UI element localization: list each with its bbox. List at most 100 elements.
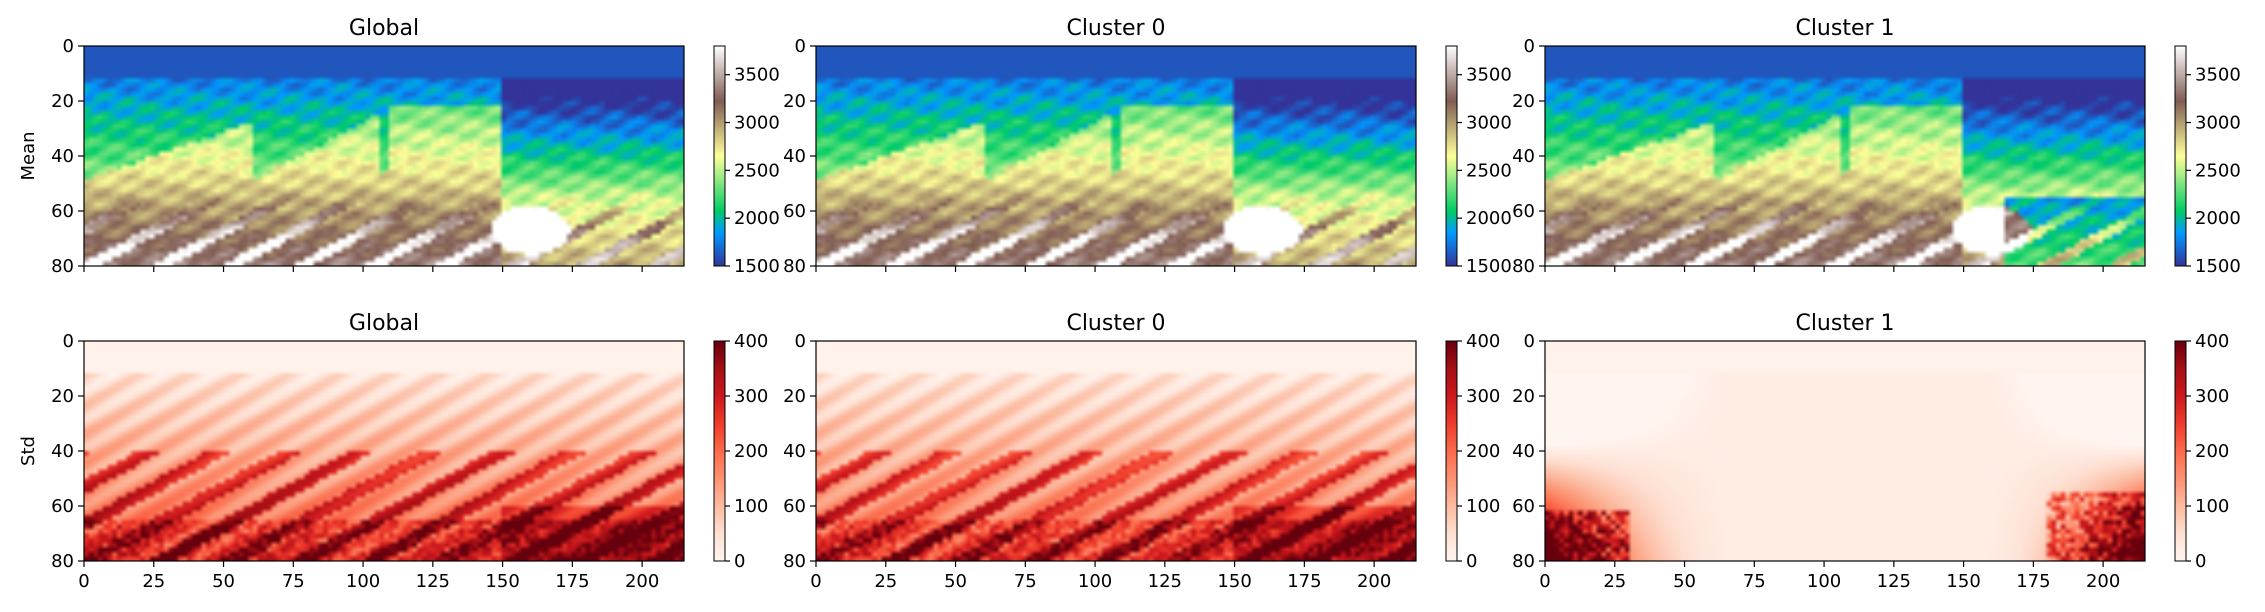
colorbar-tick-label: 100 <box>734 496 768 517</box>
colorbar-tick-label: 3500 <box>734 65 780 86</box>
y-tick-label: 20 <box>51 91 74 112</box>
x-tick-label: 125 <box>1877 571 1911 592</box>
colorbar-tick-label: 3500 <box>1466 65 1512 86</box>
heatmap-image <box>1545 341 2145 561</box>
colorbar-tick-label: 300 <box>734 386 768 407</box>
y-tick-label: 0 <box>63 331 74 352</box>
y-tick-label: 40 <box>783 146 806 167</box>
y-tick-label: 0 <box>1524 331 1535 352</box>
y-tick-label: 20 <box>783 386 806 407</box>
colorbar-tick-label: 0 <box>2195 551 2206 572</box>
y-tick-label: 60 <box>1512 496 1535 517</box>
colorbar-tick-label: 200 <box>1466 441 1500 462</box>
y-tick-label: 40 <box>1512 146 1535 167</box>
y-tick-label: 40 <box>51 441 74 462</box>
colorbar-tick-label: 3000 <box>2195 113 2241 134</box>
colorbar-tick-label: 2500 <box>734 160 780 181</box>
x-tick-label: 200 <box>1357 571 1391 592</box>
y-tick-label: 40 <box>783 441 806 462</box>
x-tick-label: 0 <box>810 571 821 592</box>
colorbar-tick-label: 200 <box>734 441 768 462</box>
colorbar-tick-label: 2500 <box>1466 160 1512 181</box>
y-tick-label: 80 <box>1512 551 1535 572</box>
colorbar-tick-label: 400 <box>2195 331 2229 352</box>
heatmap-image <box>84 46 684 266</box>
subplot-title: Cluster 0 <box>1066 311 1165 336</box>
colorbar-tick-label: 100 <box>1466 496 1500 517</box>
x-tick-label: 50 <box>944 571 967 592</box>
subplot-title: Cluster 1 <box>1795 16 1894 41</box>
y-tick-label: 0 <box>1524 36 1535 57</box>
x-tick-label: 200 <box>2086 571 2120 592</box>
colorbar-tick-label: 2000 <box>2195 208 2241 229</box>
colorbar-tick-label: 300 <box>1466 386 1500 407</box>
x-tick-label: 0 <box>1539 571 1550 592</box>
y-axis-label: Mean <box>18 131 39 180</box>
colorbar-tick-label: 3000 <box>734 113 780 134</box>
heatmap-image <box>816 341 1416 561</box>
y-tick-label: 80 <box>51 256 74 277</box>
y-tick-label: 80 <box>783 551 806 572</box>
y-tick-label: 20 <box>1512 386 1535 407</box>
colorbar <box>1445 45 1458 267</box>
x-tick-label: 175 <box>555 571 589 592</box>
x-tick-label: 100 <box>1078 571 1112 592</box>
y-tick-label: 60 <box>783 201 806 222</box>
y-tick-label: 20 <box>51 386 74 407</box>
x-tick-label: 100 <box>1807 571 1841 592</box>
x-tick-label: 25 <box>874 571 897 592</box>
x-tick-label: 50 <box>212 571 235 592</box>
colorbar-tick-label: 0 <box>1466 551 1477 572</box>
x-tick-label: 125 <box>1148 571 1182 592</box>
colorbar-tick-label: 1500 <box>2195 256 2241 277</box>
subplot-title: Global <box>349 16 419 41</box>
colorbar <box>713 45 726 267</box>
y-tick-label: 40 <box>1512 441 1535 462</box>
colorbar-tick-label: 1500 <box>734 256 780 277</box>
colorbar-tick-label: 2000 <box>734 208 780 229</box>
y-tick-label: 20 <box>783 91 806 112</box>
y-tick-label: 0 <box>795 36 806 57</box>
colorbar <box>1445 340 1458 562</box>
x-tick-label: 100 <box>346 571 380 592</box>
x-tick-label: 200 <box>625 571 659 592</box>
x-tick-label: 75 <box>1743 571 1766 592</box>
y-tick-label: 60 <box>51 201 74 222</box>
subplot-2: Cluster 0 0 20 40 60 80 1500 2000 2500 3000 3500 <box>783 16 1512 277</box>
y-tick-label: 80 <box>783 256 806 277</box>
x-tick-label: 75 <box>282 571 305 592</box>
colorbar <box>2174 340 2187 562</box>
colorbar-tick-label: 2000 <box>1466 208 1512 229</box>
x-tick-label: 25 <box>1603 571 1626 592</box>
colorbar-tick-label: 1500 <box>1466 256 1512 277</box>
x-tick-label: 150 <box>485 571 519 592</box>
x-tick-label: 25 <box>142 571 165 592</box>
heatmap-image <box>816 46 1416 266</box>
y-tick-label: 20 <box>1512 91 1535 112</box>
y-tick-label: 80 <box>51 551 74 572</box>
x-tick-label: 75 <box>1014 571 1037 592</box>
subplot-title: Cluster 0 <box>1066 16 1165 41</box>
y-tick-label: 60 <box>1512 201 1535 222</box>
colorbar-tick-label: 3500 <box>2195 65 2241 86</box>
colorbar-tick-label: 0 <box>734 551 745 572</box>
y-tick-label: 0 <box>795 331 806 352</box>
x-tick-label: 0 <box>78 571 89 592</box>
x-tick-label: 125 <box>416 571 450 592</box>
colorbar-tick-label: 2500 <box>2195 160 2241 181</box>
x-tick-label: 175 <box>2016 571 2050 592</box>
colorbar-tick-label: 300 <box>2195 386 2229 407</box>
colorbar <box>713 340 726 562</box>
y-tick-label: 80 <box>1512 256 1535 277</box>
x-tick-label: 50 <box>1673 571 1696 592</box>
heatmap-image <box>84 341 684 561</box>
colorbar-tick-label: 200 <box>2195 441 2229 462</box>
x-tick-label: 175 <box>1287 571 1321 592</box>
y-tick-label: 60 <box>51 496 74 517</box>
y-tick-label: 60 <box>783 496 806 517</box>
subplot-title: Global <box>349 311 419 336</box>
colorbar-tick-label: 100 <box>2195 496 2229 517</box>
